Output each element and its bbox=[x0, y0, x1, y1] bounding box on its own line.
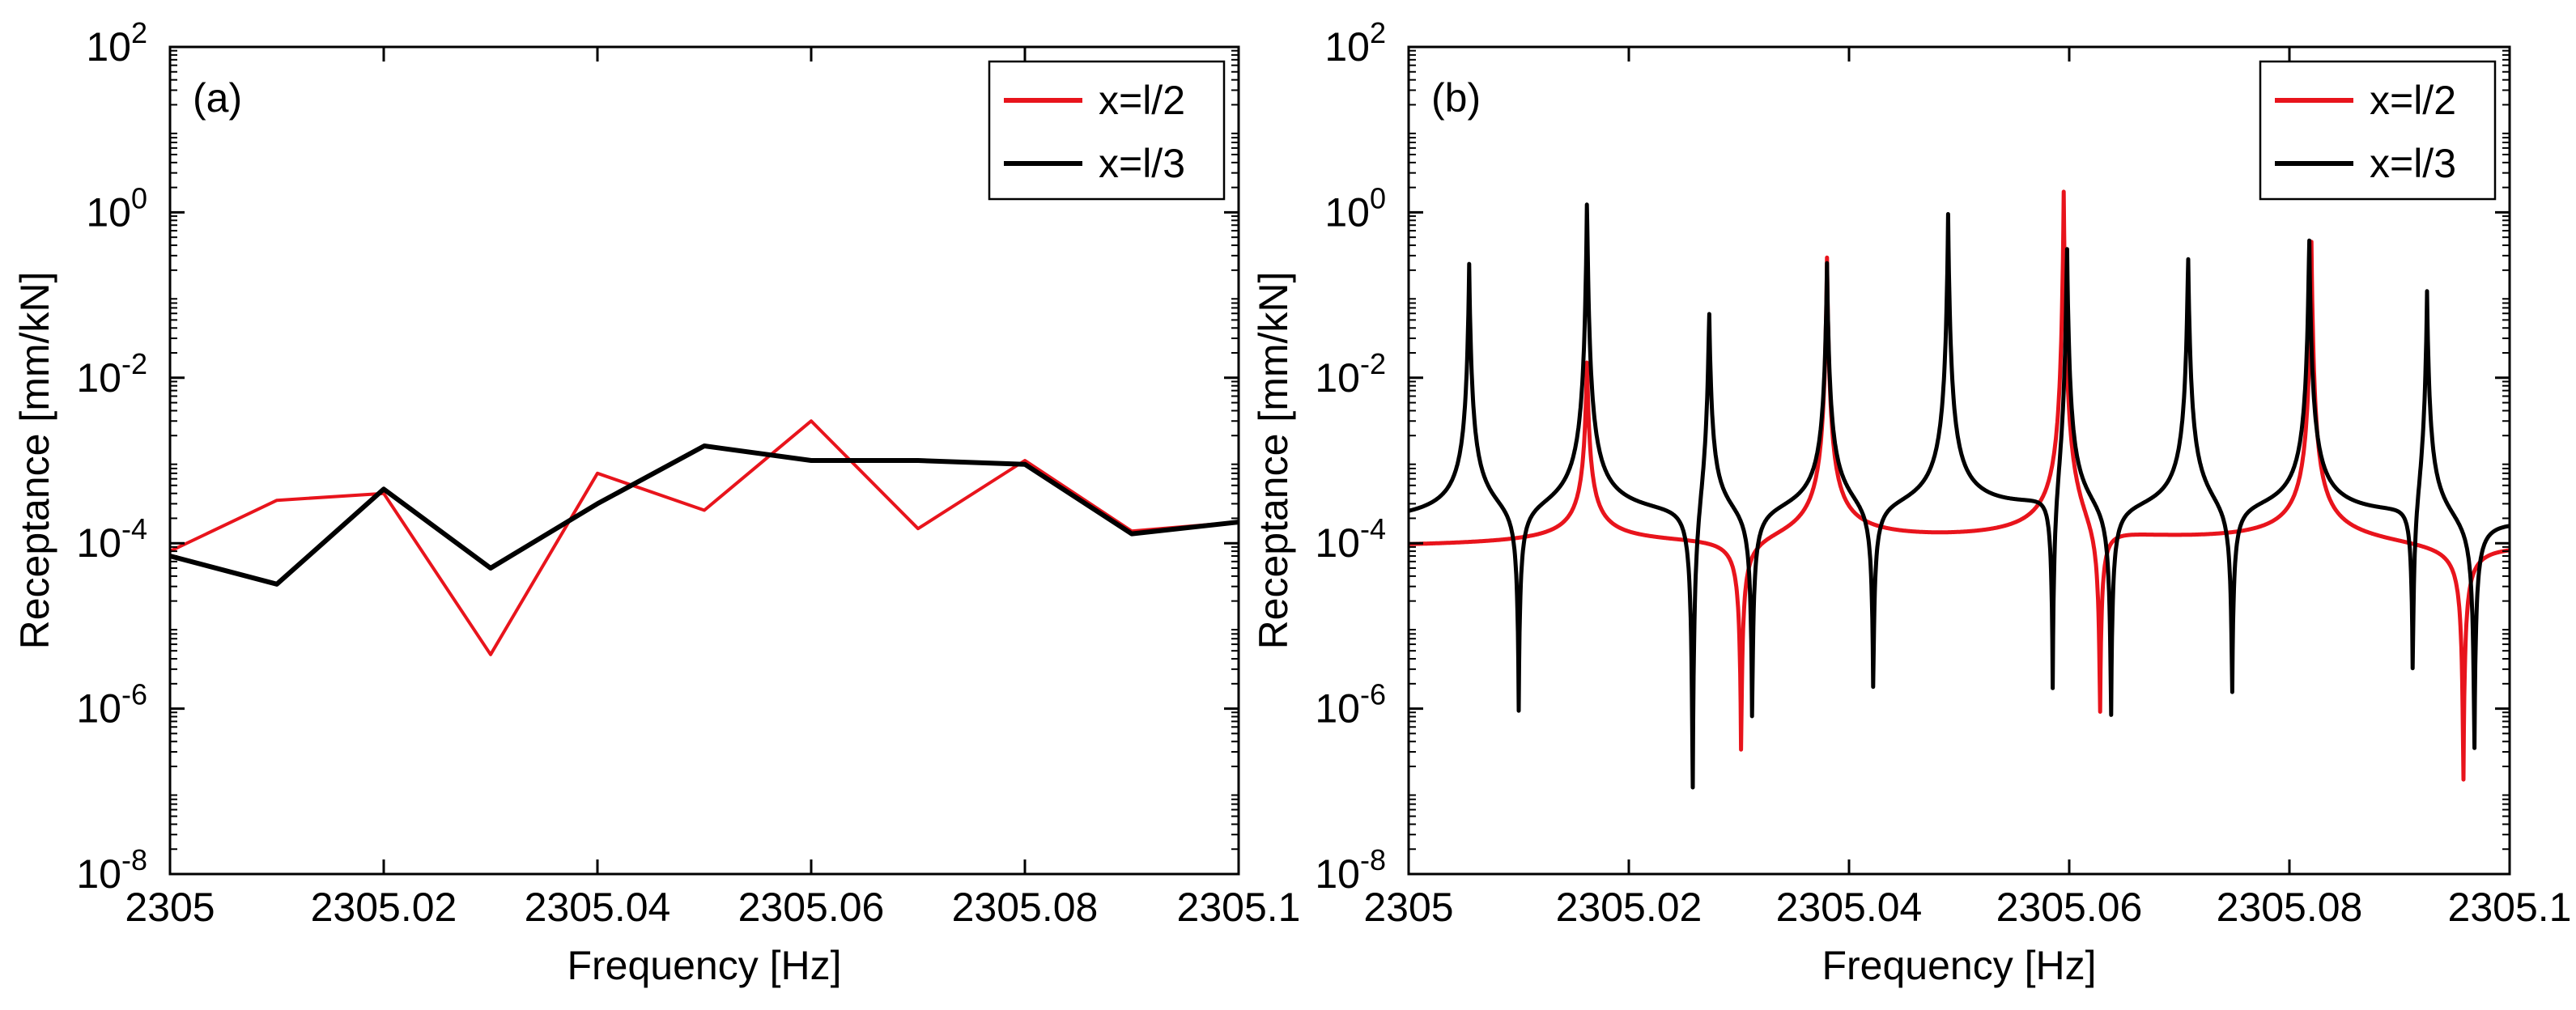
x-tick-label: 2305.04 bbox=[1776, 885, 1923, 930]
y-tick-label: 102 bbox=[1324, 16, 1386, 70]
y-tick-label: 10-4 bbox=[1315, 512, 1386, 566]
y-tick-label: 10-8 bbox=[76, 843, 147, 897]
y-tick-label: 10-6 bbox=[1315, 678, 1386, 732]
legend-entry-x-l-3: x=l/3 bbox=[1099, 141, 1185, 186]
legend: x=l/2 x=l/3 bbox=[988, 60, 1226, 201]
x-tick-label: 2305.06 bbox=[1996, 885, 2143, 930]
x-tick-label: 2305.02 bbox=[1556, 885, 1702, 930]
x-tick-label: 2305.04 bbox=[525, 885, 671, 930]
series-line-x-l-2 bbox=[170, 419, 1239, 656]
y-tick-label: 10-2 bbox=[1315, 347, 1386, 401]
x-tick-label: 2305.1 bbox=[1177, 885, 1301, 930]
chart-panel-a: 2305 2305.02 2305.04 2305.06 2305.08 2305.1 10… bbox=[12, 16, 1300, 988]
x-tick-label: 2305.08 bbox=[2217, 885, 2363, 930]
y-tick-label: 100 bbox=[86, 181, 147, 235]
x-tick-label: 2305 bbox=[125, 885, 215, 930]
panel-label: (b) bbox=[1431, 75, 1481, 121]
x-tick-label: 2305.08 bbox=[952, 885, 1099, 930]
x-tick-label: 2305.1 bbox=[2448, 885, 2572, 930]
panel-label: (a) bbox=[193, 75, 242, 121]
legend: x=l/2 x=l/3 bbox=[2259, 60, 2497, 201]
legend-box bbox=[2259, 60, 2497, 201]
series-line-x-l-3 bbox=[170, 443, 1239, 587]
x-tick-label: 2305.02 bbox=[311, 885, 457, 930]
x-axis-label: Frequency [Hz] bbox=[1821, 943, 2096, 988]
legend-box bbox=[988, 60, 1226, 201]
y-tick-label: 100 bbox=[1324, 181, 1386, 235]
y-tick-label: 10-2 bbox=[76, 347, 147, 401]
y-tick-label: 10-6 bbox=[76, 678, 147, 732]
legend-entry-x-l-2: x=l/2 bbox=[2370, 78, 2456, 123]
y-axis-label: Receptance [mm/kN] bbox=[12, 272, 57, 650]
y-tick-label: 102 bbox=[86, 16, 147, 70]
series-line-x-l-3 bbox=[1409, 202, 2510, 790]
y-axis-label: Receptance [mm/kN] bbox=[1251, 272, 1296, 650]
axes-frame bbox=[1407, 45, 2511, 876]
x-tick-label: 2305 bbox=[1363, 885, 1453, 930]
x-tick-label: 2305.06 bbox=[738, 885, 885, 930]
x-axis-label: Frequency [Hz] bbox=[567, 943, 841, 988]
y-tick-label: 10-4 bbox=[76, 512, 147, 566]
chart-panel-b: 2305 2305.02 2305.04 2305.06 2305.08 2305.1 10… bbox=[1251, 16, 2571, 988]
axes-frame bbox=[168, 45, 1240, 876]
series-line-x-l-2 bbox=[1409, 189, 2510, 782]
legend-entry-x-l-2: x=l/2 bbox=[1099, 78, 1185, 123]
y-tick-label: 10-8 bbox=[1315, 843, 1386, 897]
plot-area bbox=[170, 419, 1239, 656]
plot-area bbox=[1409, 189, 2510, 790]
legend-entry-x-l-3: x=l/3 bbox=[2370, 141, 2456, 186]
